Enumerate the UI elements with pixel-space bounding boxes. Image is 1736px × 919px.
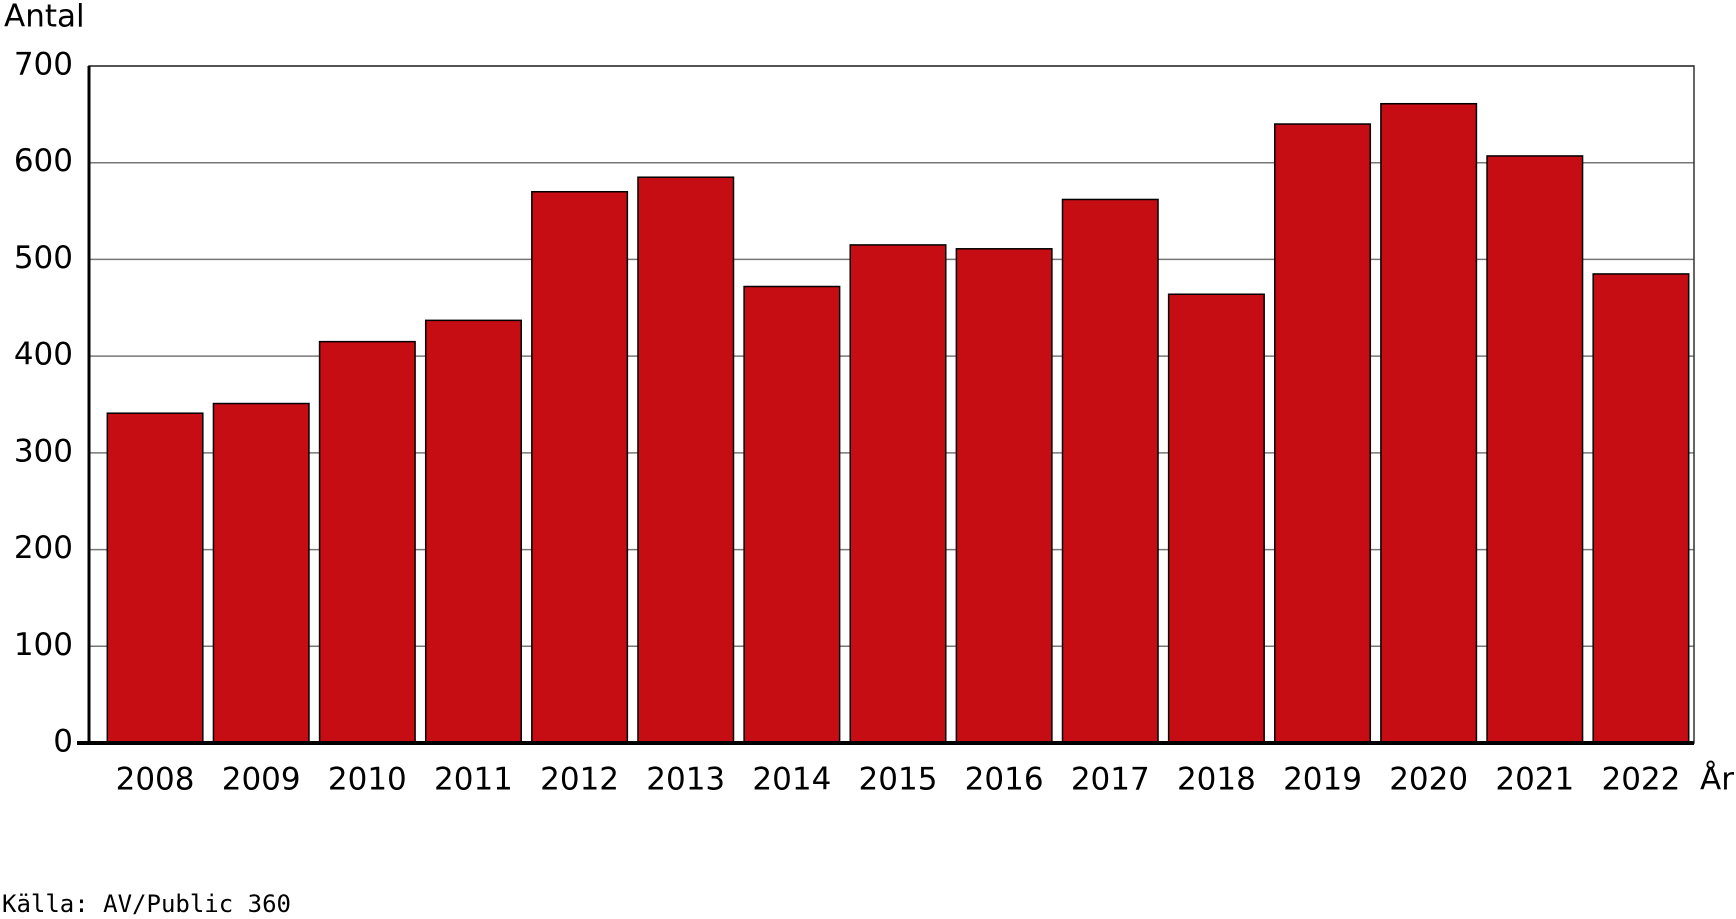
bar <box>106 412 204 744</box>
x-tick-label: 2022 <box>1601 762 1680 798</box>
y-tick-label: 400 <box>14 337 73 373</box>
bar <box>1486 155 1584 744</box>
x-tick-label: 2008 <box>116 762 195 798</box>
bar <box>1061 198 1159 744</box>
y-tick-label: 200 <box>14 530 73 566</box>
x-tick-label: 2012 <box>540 762 619 798</box>
x-tick-label: 2021 <box>1495 762 1574 798</box>
y-tick-label: 600 <box>14 143 73 179</box>
x-tick-label: 2018 <box>1177 762 1256 798</box>
y-axis-label: Antal <box>4 0 85 35</box>
x-tick-label: 2015 <box>859 762 938 798</box>
x-tick-label: 2019 <box>1283 762 1362 798</box>
y-tick-label: 0 <box>53 724 73 760</box>
bar <box>743 285 841 744</box>
bar <box>318 340 416 744</box>
y-tick-label: 500 <box>14 240 73 276</box>
bar <box>637 176 735 744</box>
x-tick-label: 2010 <box>328 762 407 798</box>
x-tick-label: 2016 <box>965 762 1044 798</box>
y-tick-label: 100 <box>14 627 73 663</box>
y-tick-label: 700 <box>14 47 73 83</box>
bar <box>424 319 522 744</box>
source: Källa: AV/Public 360 <box>2 890 291 918</box>
bar <box>1592 273 1690 744</box>
bar <box>1274 123 1372 744</box>
x-tick-label: 2017 <box>1071 762 1150 798</box>
x-tick-label: 2011 <box>434 762 513 798</box>
bar <box>212 402 310 744</box>
x-tick-label: 2020 <box>1389 762 1468 798</box>
bar <box>849 244 947 744</box>
bar <box>1380 102 1478 744</box>
x-tick-label: 2013 <box>646 762 725 798</box>
x-tick-label: 2009 <box>222 762 301 798</box>
bar <box>955 248 1053 744</box>
x-tick-label: 2014 <box>752 762 831 798</box>
y-tick-label: 300 <box>14 433 73 469</box>
bar <box>1167 293 1265 744</box>
bar <box>531 190 629 744</box>
x-axis-label: År <box>1700 762 1734 798</box>
